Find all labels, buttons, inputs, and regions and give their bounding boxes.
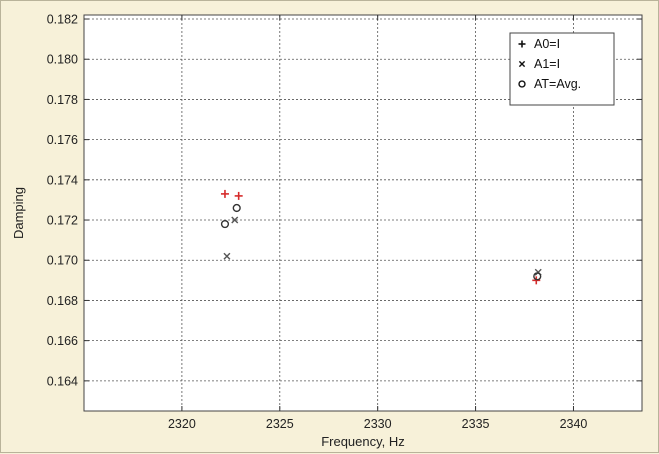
y-tick-label: 0.180	[47, 53, 78, 67]
legend-marker-circle	[518, 80, 526, 88]
y-axis-label: Damping	[11, 187, 26, 239]
legend-box	[509, 32, 615, 106]
x-tick-label: 2330	[364, 417, 392, 431]
data-point-x	[223, 252, 231, 260]
data-point-circle	[533, 272, 542, 281]
legend-marker-x	[518, 60, 526, 68]
data-point-circle	[220, 219, 230, 229]
grid	[84, 15, 642, 411]
y-tick-label: 0.172	[47, 214, 78, 228]
legend-marker-plus	[518, 40, 526, 48]
x-tick-label: 2335	[462, 417, 490, 431]
data-point-plus	[220, 189, 229, 198]
x-tick-label: 2320	[168, 417, 196, 431]
y-tick-label: 0.164	[47, 374, 78, 388]
y-tick-label: 0.170	[47, 254, 78, 268]
data-point-x	[231, 216, 239, 224]
y-tick-label: 0.178	[47, 93, 78, 107]
data-point-circle	[232, 203, 241, 213]
axis-ticks: 2320 2325 2330 2335 2340 0.164 0.166 0.168 0.170…	[47, 13, 642, 431]
legend-entry-label: A1=I	[534, 57, 560, 71]
data-points	[220, 189, 542, 285]
y-tick-label: 0.176	[47, 133, 78, 147]
x-tick-label: 2325	[266, 417, 294, 431]
x-axis-label: Frequency, Hz	[321, 434, 405, 449]
x-tick-label: 2340	[560, 417, 588, 431]
y-tick-label: 0.182	[47, 13, 78, 27]
y-tick-label: 0.174	[47, 173, 78, 187]
data-point-plus	[234, 191, 243, 200]
y-tick-label: 0.166	[47, 334, 78, 348]
legend-entry-label: AT=Avg.	[534, 77, 581, 91]
data-point-plus	[532, 276, 541, 285]
y-tick-label: 0.168	[47, 294, 78, 308]
legend-entry-label: A0=I	[534, 37, 560, 51]
legend: A0=I A1=I AT=Avg.	[509, 32, 615, 106]
